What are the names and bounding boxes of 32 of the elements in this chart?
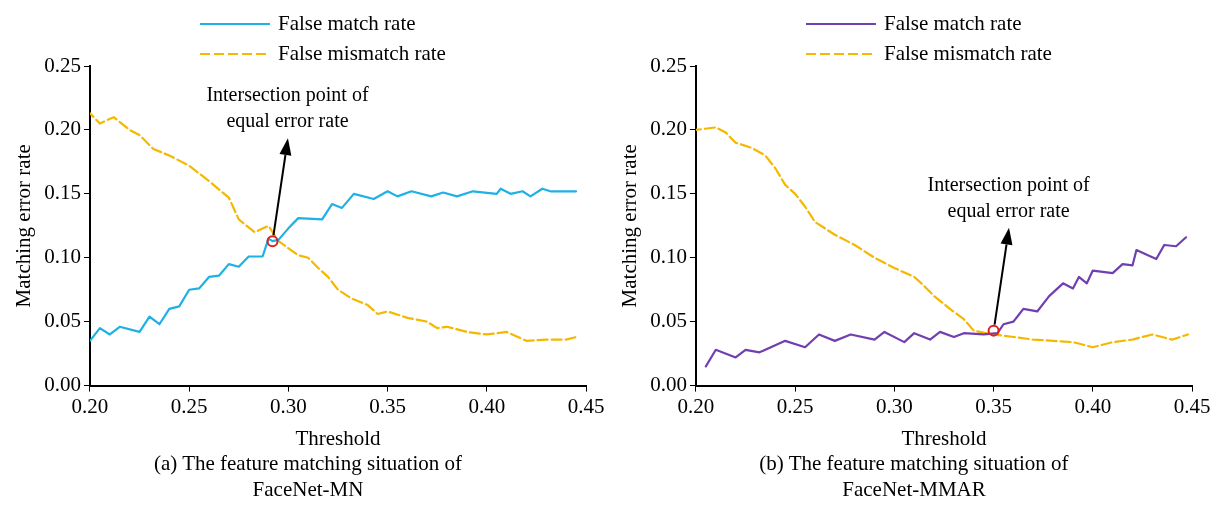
y-tick-label: 0.05 [650,308,687,333]
x-tick-label: 0.45 [567,393,605,418]
legend-label: False mismatch rate [277,40,446,65]
x-tick-label: 0.25 [776,393,814,418]
x-tick-label: 0.30 [269,393,307,418]
x-tick-label: 0.35 [975,393,1012,418]
x-tick-label: 0.30 [875,393,913,418]
x-axis-title: Threshold [901,425,988,450]
text: (a) The feature matching situation of FaceNet-MN [152,450,464,502]
x-tick-label: 0.35 [369,393,406,418]
y-tick-label: 0.10 [44,244,81,269]
y-tick-label: 0.20 [650,116,687,141]
annotation: Intersection point of equal error rate [927,172,1090,222]
x-tick-label: 0.40 [1074,393,1112,418]
y-tick-label: 0.15 [650,180,687,205]
x-tick-label: 0.25 [170,393,208,418]
y-tick-label: 0.25 [650,52,687,77]
x-tick-label: 0.45 [1173,393,1211,418]
y-tick-label: 0.05 [44,308,81,333]
x-tick-label: 0.40 [468,393,506,418]
legend-label: False match rate [883,10,1022,35]
legend-label: False mismatch rate [883,40,1052,65]
y-tick-label: 0.15 [44,180,81,205]
y-tick-label: 0.25 [44,52,81,77]
text: (b) The feature matching situation of FaceNet-MMAR [758,450,1070,502]
y-axis-title: Matching error rate [617,144,642,308]
legend-label: False match rate [277,10,416,35]
annotation: Intersection point of equal error rate [206,83,369,133]
y-axis-title: Matching error rate [11,144,36,308]
y-tick-label: 0.20 [44,116,81,141]
x-axis-title: Threshold [295,425,382,450]
y-tick-label: 0.10 [650,244,687,269]
